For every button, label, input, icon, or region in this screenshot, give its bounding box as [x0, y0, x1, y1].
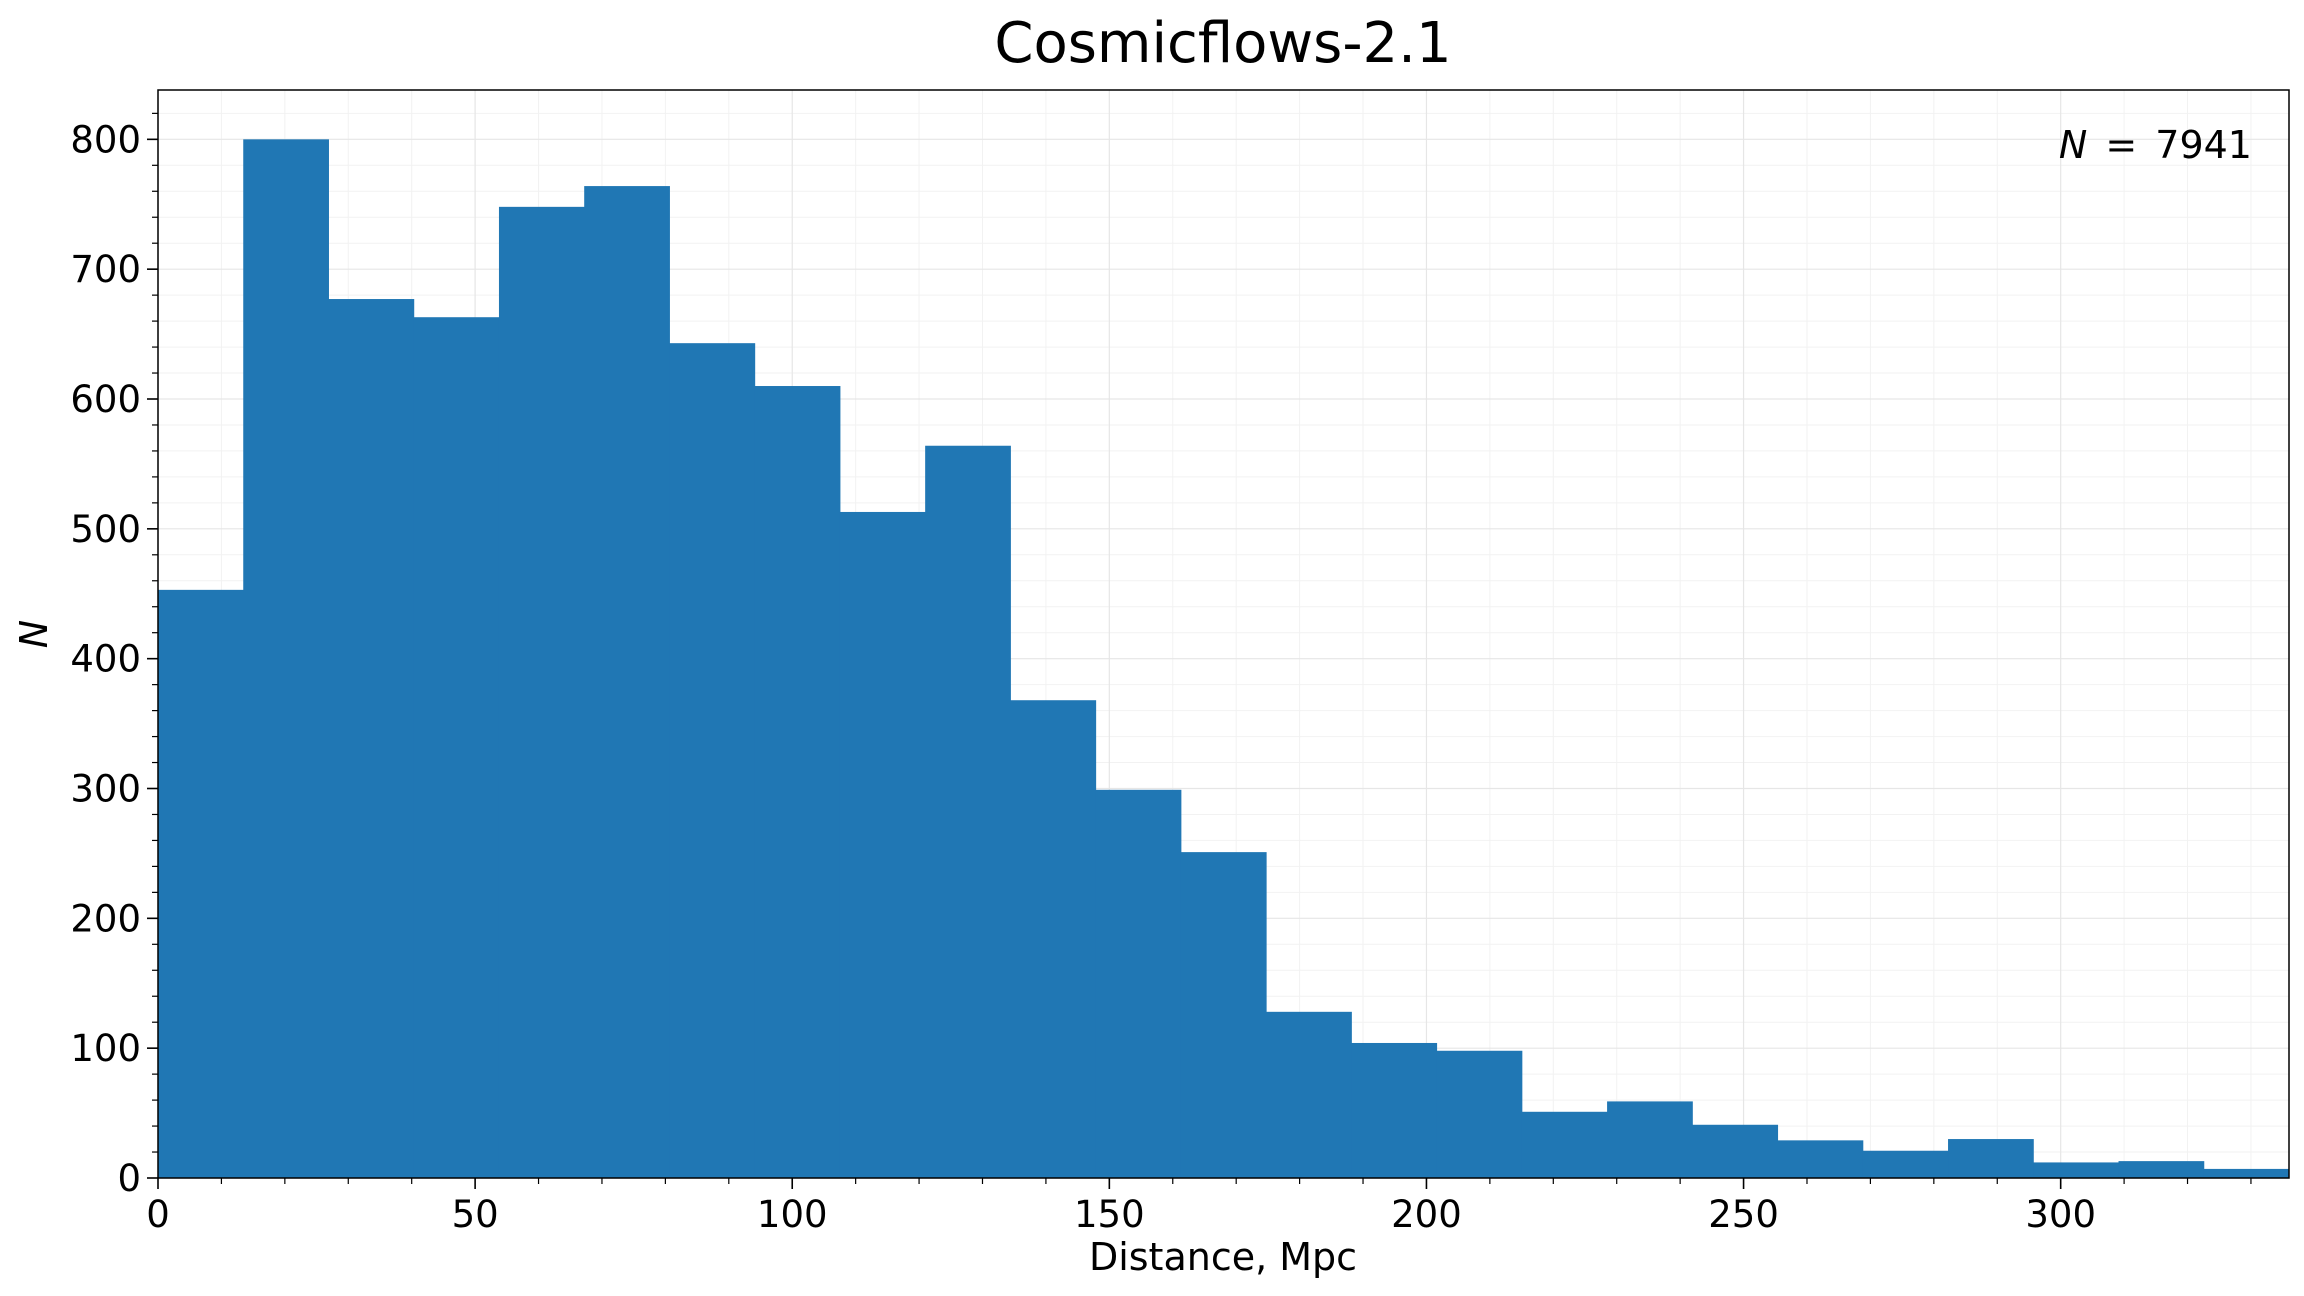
y-axis-label: N [12, 620, 56, 648]
histogram-bar [243, 139, 329, 1178]
axis-ticks: 0 50 100 150 200 250 300 0 100 200 300 400 500 600 700… [70, 112, 2252, 1236]
histogram-bar [1777, 1140, 1864, 1178]
histogram-bars [158, 139, 2290, 1179]
histogram-bar [1095, 789, 1182, 1178]
x-tick-label: 200 [1391, 1193, 1462, 1236]
histogram-bar [2033, 1162, 2120, 1178]
histogram-bar [1010, 700, 1097, 1178]
histogram-bar [1948, 1139, 2034, 1178]
y-tick-label: 700 [70, 248, 141, 291]
histogram-bar [2118, 1161, 2205, 1178]
x-tick-label: 150 [1074, 1193, 1145, 1236]
histogram-bar [669, 343, 756, 1179]
y-tick-label: 300 [70, 768, 141, 811]
x-tick-label: 250 [1708, 1193, 1779, 1236]
histogram-bar [584, 186, 670, 1179]
histogram-bar [1180, 852, 1267, 1178]
y-tick-label: 500 [70, 508, 141, 551]
histogram-bar [754, 386, 841, 1178]
histogram-bar [1436, 1050, 1523, 1178]
histogram-bar [1607, 1101, 1693, 1178]
x-tick-label: 300 [2025, 1193, 2096, 1236]
y-tick-label: 400 [70, 638, 141, 681]
count-annotation: N = 7941 [2059, 123, 2252, 167]
histogram-bar [1862, 1150, 1949, 1178]
x-tick-label: 0 [146, 1193, 170, 1236]
count-annotation-symbol: N [2059, 123, 2087, 167]
histogram-bar [1692, 1124, 1779, 1178]
histogram-bar [498, 206, 585, 1179]
histogram-bar [2203, 1168, 2290, 1178]
histogram-bar [1351, 1042, 1438, 1178]
count-annotation-equals: = [2105, 123, 2137, 167]
y-tick-label: 800 [70, 118, 141, 161]
chart-title: Cosmicflows-2.1 [994, 11, 1451, 76]
y-tick-label: 200 [70, 897, 141, 940]
y-tick-label: 600 [70, 378, 141, 421]
histogram-bar [413, 317, 500, 1178]
histogram-bar [1521, 1111, 1608, 1178]
histogram-bar [1266, 1011, 1352, 1178]
x-axis-label: Distance, Mpc [1089, 1235, 1357, 1279]
histogram-bar [158, 589, 244, 1178]
histogram-bar [839, 511, 926, 1178]
x-tick-label: 50 [452, 1193, 499, 1236]
y-tick-label: 0 [117, 1157, 141, 1200]
x-tick-label: 100 [757, 1193, 828, 1236]
plot-frame [157, 89, 2290, 1179]
count-annotation-value: 7941 [2155, 123, 2252, 167]
histogram-bar [328, 299, 415, 1179]
y-tick-label: 100 [70, 1027, 141, 1070]
histogram-bar [925, 445, 1011, 1178]
